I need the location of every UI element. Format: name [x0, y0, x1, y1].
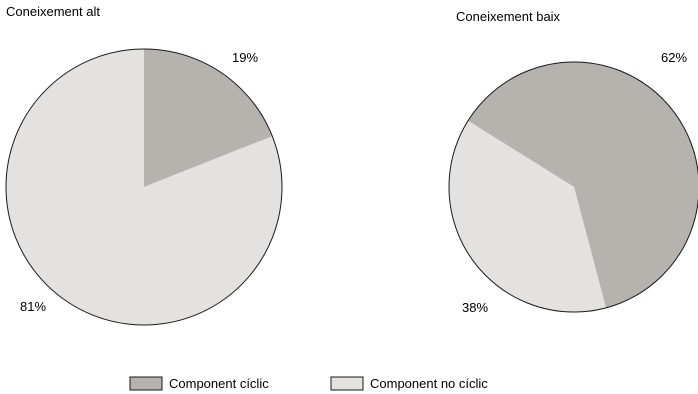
slice-cyclic-high: [144, 49, 273, 187]
legend-label-noncyclic: Component no cíclic: [370, 376, 488, 391]
pie-outline: [448, 61, 698, 313]
legend-label-cyclic: Component cíclic: [169, 376, 269, 391]
slice-noncyclic-high: [6, 49, 283, 325]
pie-outline: [5, 48, 283, 326]
pie-high-knowledge: [5, 48, 283, 326]
slice-cyclic-low: [467, 62, 698, 308]
slice-label-high-noncyclic: 81%: [20, 299, 46, 314]
pie-title-high: Coneixement alt: [6, 4, 100, 19]
pie-low-knowledge: [448, 61, 698, 313]
legend-swatch-noncyclic: [330, 376, 364, 391]
legend-swatch-cyclic: [129, 376, 163, 391]
slice-label-high-cyclic: 19%: [232, 50, 258, 65]
legend: Component cíclic Component no cíclic: [129, 376, 488, 391]
slice-noncyclic-low: [448, 120, 606, 312]
pie-title-low: Coneixement baix: [456, 9, 561, 24]
slice-label-low-cyclic: 62%: [661, 50, 687, 65]
slice-label-low-noncyclic: 38%: [462, 300, 488, 315]
